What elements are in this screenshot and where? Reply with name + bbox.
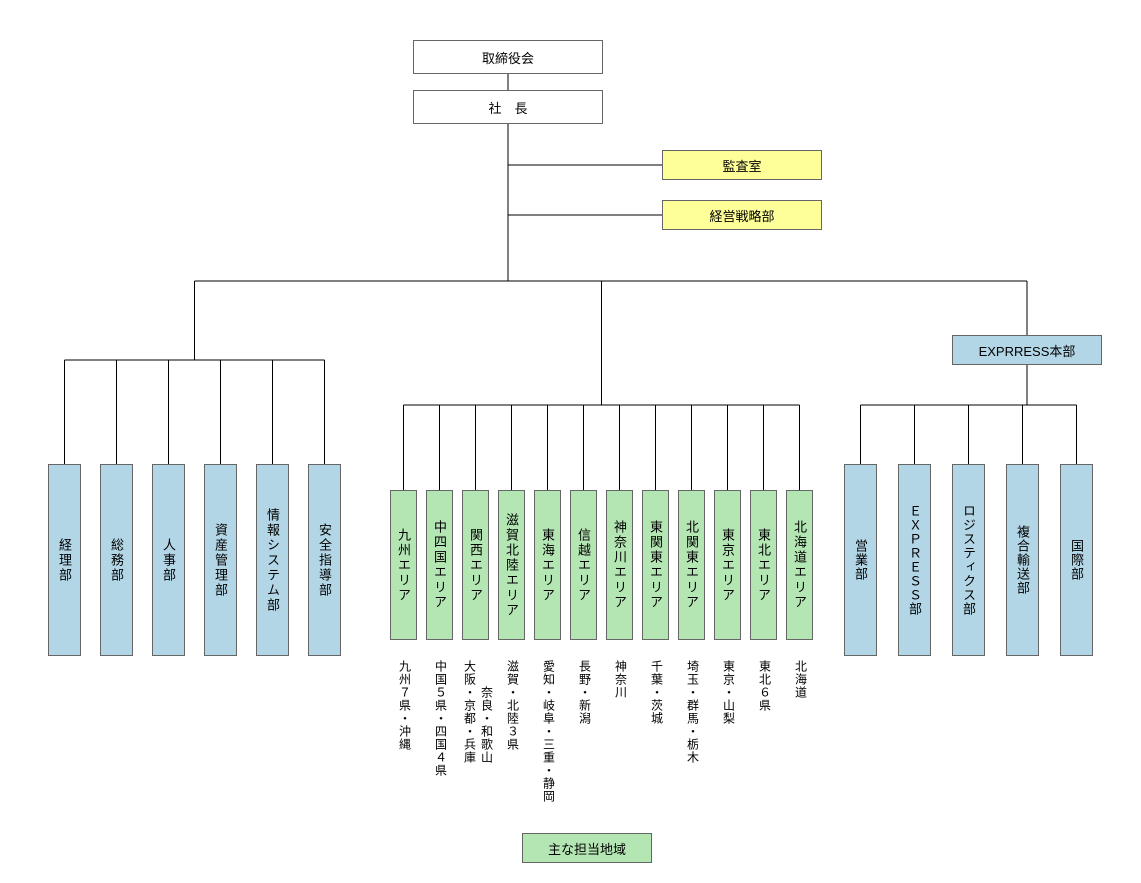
area-2-label: 関西エリア [466,528,485,603]
area-10: 東北エリア [750,490,777,640]
region-0: 九州７県・沖縄 [397,660,414,754]
area-0: 九州エリア [390,490,417,640]
left-dept-3-label: 資産管理部 [211,523,230,598]
area-5-label: 信越エリア [574,528,593,603]
board-node-label: 取締役会 [482,48,534,67]
left-dept-4: 情報システム部 [256,464,289,656]
express-hq-node-label: EXPRRESS本部 [979,341,1076,360]
express-hq-node: EXPRRESS本部 [952,335,1102,365]
area-4-label: 東海エリア [538,528,557,603]
left-dept-1-label: 総務部 [107,538,126,583]
area-10-label: 東北エリア [754,528,773,603]
right-dept-4-label: 国際部 [1067,539,1086,581]
area-8-label: 北関東エリア [682,520,701,610]
left-dept-3: 資産管理部 [204,464,237,656]
left-dept-5: 安全指導部 [308,464,341,656]
legend-node-label: 主な担当地域 [548,839,626,858]
area-6-label: 神奈川エリア [610,520,629,610]
audit-node: 監査室 [662,150,822,180]
audit-node-label: 監査室 [722,156,761,175]
area-8: 北関東エリア [678,490,705,640]
right-dept-3: 複合輸送部 [1006,464,1039,656]
left-dept-5-label: 安全指導部 [315,523,334,598]
left-dept-0-label: 経理部 [55,538,74,583]
right-dept-0-label: 営業部 [851,539,870,581]
right-dept-3-label: 複合輸送部 [1013,525,1032,595]
region-10: 東北６県 [757,660,774,715]
president-node-label: 社 長 [488,98,527,117]
region-5: 長野・新潟 [577,660,594,728]
right-dept-1: ＥＸＰＲＥＳＳ部 [898,464,931,656]
connectors [0,0,1141,883]
area-2: 関西エリア [462,490,489,640]
region-4: 愛知・岐阜・三重・静岡 [541,660,558,806]
area-5: 信越エリア [570,490,597,640]
area-11: 北海道エリア [786,490,813,640]
area-3: 滋賀北陸エリア [498,490,525,640]
left-dept-1: 総務部 [100,464,133,656]
right-dept-2: ロジスティクス部 [952,464,985,656]
left-dept-4-label: 情報システム部 [263,508,282,613]
right-dept-4: 国際部 [1060,464,1093,656]
legend-node: 主な担当地域 [522,833,652,863]
area-7: 東関東エリア [642,490,669,640]
area-1-label: 中四国エリア [430,520,449,610]
region-2: 大阪・京都・兵庫奈良・和歌山 [462,660,496,767]
right-dept-0: 営業部 [844,464,877,656]
left-dept-0: 経理部 [48,464,81,656]
right-dept-2-label: ロジスティクス部 [959,504,978,616]
left-dept-2-label: 人事部 [159,538,178,583]
area-9-label: 東京エリア [718,528,737,603]
area-1: 中四国エリア [426,490,453,640]
region-11: 北海道 [793,660,810,702]
region-3: 滋賀・北陸３県 [505,660,522,754]
right-dept-1-label: ＥＸＰＲＥＳＳ部 [905,504,924,616]
left-dept-2: 人事部 [152,464,185,656]
region-1: 中国５県・四国４県 [433,660,450,780]
area-6: 神奈川エリア [606,490,633,640]
strategy-node-label: 経営戦略部 [709,206,774,225]
area-4: 東海エリア [534,490,561,640]
area-11-label: 北海道エリア [790,520,809,610]
president-node: 社 長 [413,90,603,124]
area-0-label: 九州エリア [394,528,413,603]
region-6: 神奈川 [613,660,630,702]
region-9: 東京・山梨 [721,660,738,728]
region-7: 千葉・茨城 [649,660,666,728]
area-3-label: 滋賀北陸エリア [502,513,521,618]
region-8: 埼玉・群馬・栃木 [685,660,702,767]
area-9: 東京エリア [714,490,741,640]
strategy-node: 経営戦略部 [662,200,822,230]
area-7-label: 東関東エリア [646,520,665,610]
board-node: 取締役会 [413,40,603,74]
